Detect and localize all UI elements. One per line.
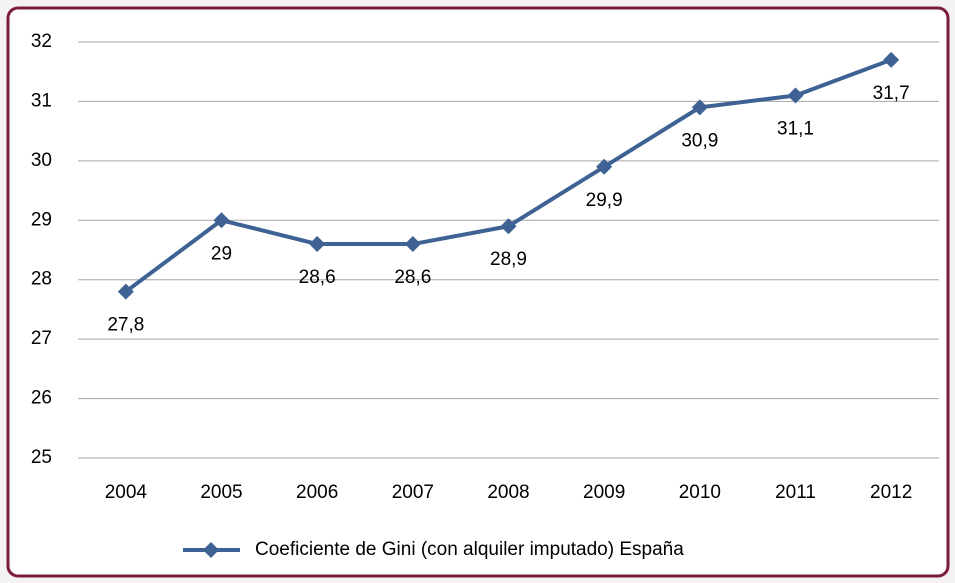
data-point — [213, 212, 230, 229]
x-tick-label: 2006 — [296, 482, 338, 503]
x-tick-label: 2009 — [583, 482, 625, 503]
data-point — [596, 158, 613, 175]
data-point — [117, 283, 134, 300]
data-label: 28,6 — [299, 267, 336, 288]
legend-label: Coeficiente de Gini (con alquiler imputa… — [255, 539, 684, 560]
data-label: 30,9 — [681, 130, 718, 151]
x-tick-label: 2004 — [105, 482, 148, 503]
legend-marker — [203, 542, 219, 558]
data-label: 31,7 — [873, 83, 910, 104]
y-tick-label: 29 — [31, 209, 52, 230]
data-point — [309, 236, 326, 253]
y-tick-label: 25 — [31, 447, 52, 468]
x-tick-label: 2012 — [870, 482, 912, 503]
data-point — [883, 51, 900, 68]
data-point — [404, 236, 421, 253]
y-tick-label: 27 — [31, 328, 52, 349]
x-tick-label: 2011 — [775, 482, 816, 503]
data-label: 29 — [211, 243, 232, 264]
y-tick-label: 26 — [31, 388, 52, 409]
data-point — [787, 87, 804, 104]
x-tick-label: 2007 — [392, 482, 434, 503]
data-label: 28,9 — [490, 249, 527, 270]
y-tick-label: 28 — [31, 269, 52, 290]
x-tick-label: 2010 — [679, 482, 721, 503]
x-tick-label: 2005 — [200, 482, 242, 503]
y-tick-label: 30 — [31, 150, 52, 171]
chart-frame — [6, 6, 950, 578]
data-label: 29,9 — [586, 190, 623, 211]
y-tick-label: 31 — [31, 90, 52, 111]
y-tick-label: 32 — [31, 31, 52, 52]
data-label: 27,8 — [107, 315, 144, 336]
data-label: 28,6 — [394, 267, 431, 288]
x-tick-label: 2008 — [487, 482, 529, 503]
data-point — [691, 99, 708, 116]
data-label: 31,1 — [777, 119, 814, 140]
data-point — [500, 218, 517, 235]
